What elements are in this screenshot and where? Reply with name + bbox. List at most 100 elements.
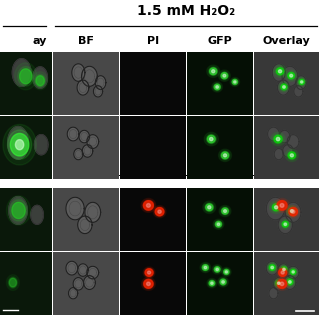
Polygon shape [222, 268, 231, 276]
Polygon shape [268, 127, 279, 141]
Polygon shape [294, 86, 303, 97]
Polygon shape [285, 202, 301, 222]
Polygon shape [278, 268, 287, 277]
Polygon shape [283, 268, 285, 271]
Polygon shape [219, 149, 232, 162]
Polygon shape [15, 140, 24, 150]
Polygon shape [204, 132, 218, 146]
Polygon shape [286, 205, 298, 217]
Polygon shape [8, 130, 32, 159]
Polygon shape [270, 201, 283, 213]
Polygon shape [203, 265, 208, 270]
Text: PI: PI [147, 36, 159, 46]
Polygon shape [202, 264, 209, 271]
Polygon shape [147, 204, 150, 207]
Polygon shape [143, 200, 154, 211]
Polygon shape [208, 280, 215, 287]
Polygon shape [282, 220, 289, 228]
Polygon shape [223, 74, 226, 77]
Polygon shape [220, 151, 230, 160]
Polygon shape [6, 196, 31, 225]
Polygon shape [220, 279, 226, 285]
Polygon shape [277, 279, 287, 289]
Polygon shape [287, 72, 295, 80]
Polygon shape [280, 266, 288, 273]
Polygon shape [206, 134, 216, 144]
Polygon shape [200, 262, 211, 273]
Polygon shape [280, 204, 284, 207]
Polygon shape [87, 135, 99, 148]
Polygon shape [275, 198, 289, 212]
Polygon shape [219, 205, 231, 217]
Polygon shape [206, 204, 213, 211]
Polygon shape [279, 130, 290, 143]
Polygon shape [20, 69, 32, 84]
Polygon shape [145, 268, 154, 277]
Polygon shape [219, 278, 227, 286]
Polygon shape [268, 264, 276, 271]
Polygon shape [219, 70, 230, 81]
Polygon shape [153, 205, 166, 218]
Polygon shape [82, 145, 93, 157]
Polygon shape [288, 152, 295, 159]
Polygon shape [148, 271, 151, 274]
Polygon shape [282, 221, 288, 227]
Polygon shape [274, 148, 283, 160]
Polygon shape [147, 282, 150, 285]
Polygon shape [275, 280, 282, 287]
Polygon shape [221, 152, 229, 159]
Polygon shape [15, 63, 37, 90]
Polygon shape [77, 80, 89, 95]
Polygon shape [207, 65, 220, 77]
Polygon shape [289, 281, 291, 283]
Polygon shape [33, 67, 47, 88]
Polygon shape [277, 279, 287, 288]
Polygon shape [285, 70, 297, 81]
Polygon shape [277, 282, 280, 284]
Polygon shape [33, 72, 48, 90]
Polygon shape [285, 149, 298, 162]
Polygon shape [291, 269, 296, 275]
Polygon shape [288, 207, 298, 216]
Polygon shape [286, 278, 294, 286]
Polygon shape [155, 208, 164, 216]
Polygon shape [274, 65, 286, 77]
Polygon shape [31, 205, 43, 224]
Polygon shape [298, 79, 305, 85]
Polygon shape [274, 278, 284, 288]
Polygon shape [210, 68, 217, 75]
Polygon shape [234, 81, 236, 83]
Polygon shape [276, 137, 280, 141]
Polygon shape [273, 134, 283, 144]
Polygon shape [225, 271, 228, 273]
Polygon shape [217, 223, 220, 226]
Polygon shape [230, 77, 240, 86]
Polygon shape [82, 66, 97, 86]
Polygon shape [269, 288, 278, 299]
Polygon shape [278, 264, 289, 276]
Polygon shape [158, 210, 161, 213]
Polygon shape [266, 197, 284, 220]
Polygon shape [8, 126, 28, 159]
Text: Overlay: Overlay [263, 36, 310, 46]
Polygon shape [12, 59, 31, 86]
Polygon shape [288, 207, 296, 215]
Polygon shape [283, 145, 293, 157]
Polygon shape [222, 281, 224, 283]
Polygon shape [143, 267, 155, 278]
Polygon shape [296, 76, 306, 90]
Polygon shape [290, 74, 293, 77]
Polygon shape [10, 133, 29, 156]
Polygon shape [275, 277, 289, 291]
Polygon shape [276, 68, 284, 75]
Polygon shape [271, 266, 274, 269]
Polygon shape [220, 72, 229, 80]
Polygon shape [214, 267, 220, 272]
Polygon shape [287, 205, 300, 218]
Polygon shape [288, 73, 294, 79]
Polygon shape [299, 79, 304, 84]
Polygon shape [204, 266, 207, 269]
Polygon shape [85, 202, 100, 222]
Polygon shape [269, 265, 275, 270]
Polygon shape [8, 277, 18, 288]
